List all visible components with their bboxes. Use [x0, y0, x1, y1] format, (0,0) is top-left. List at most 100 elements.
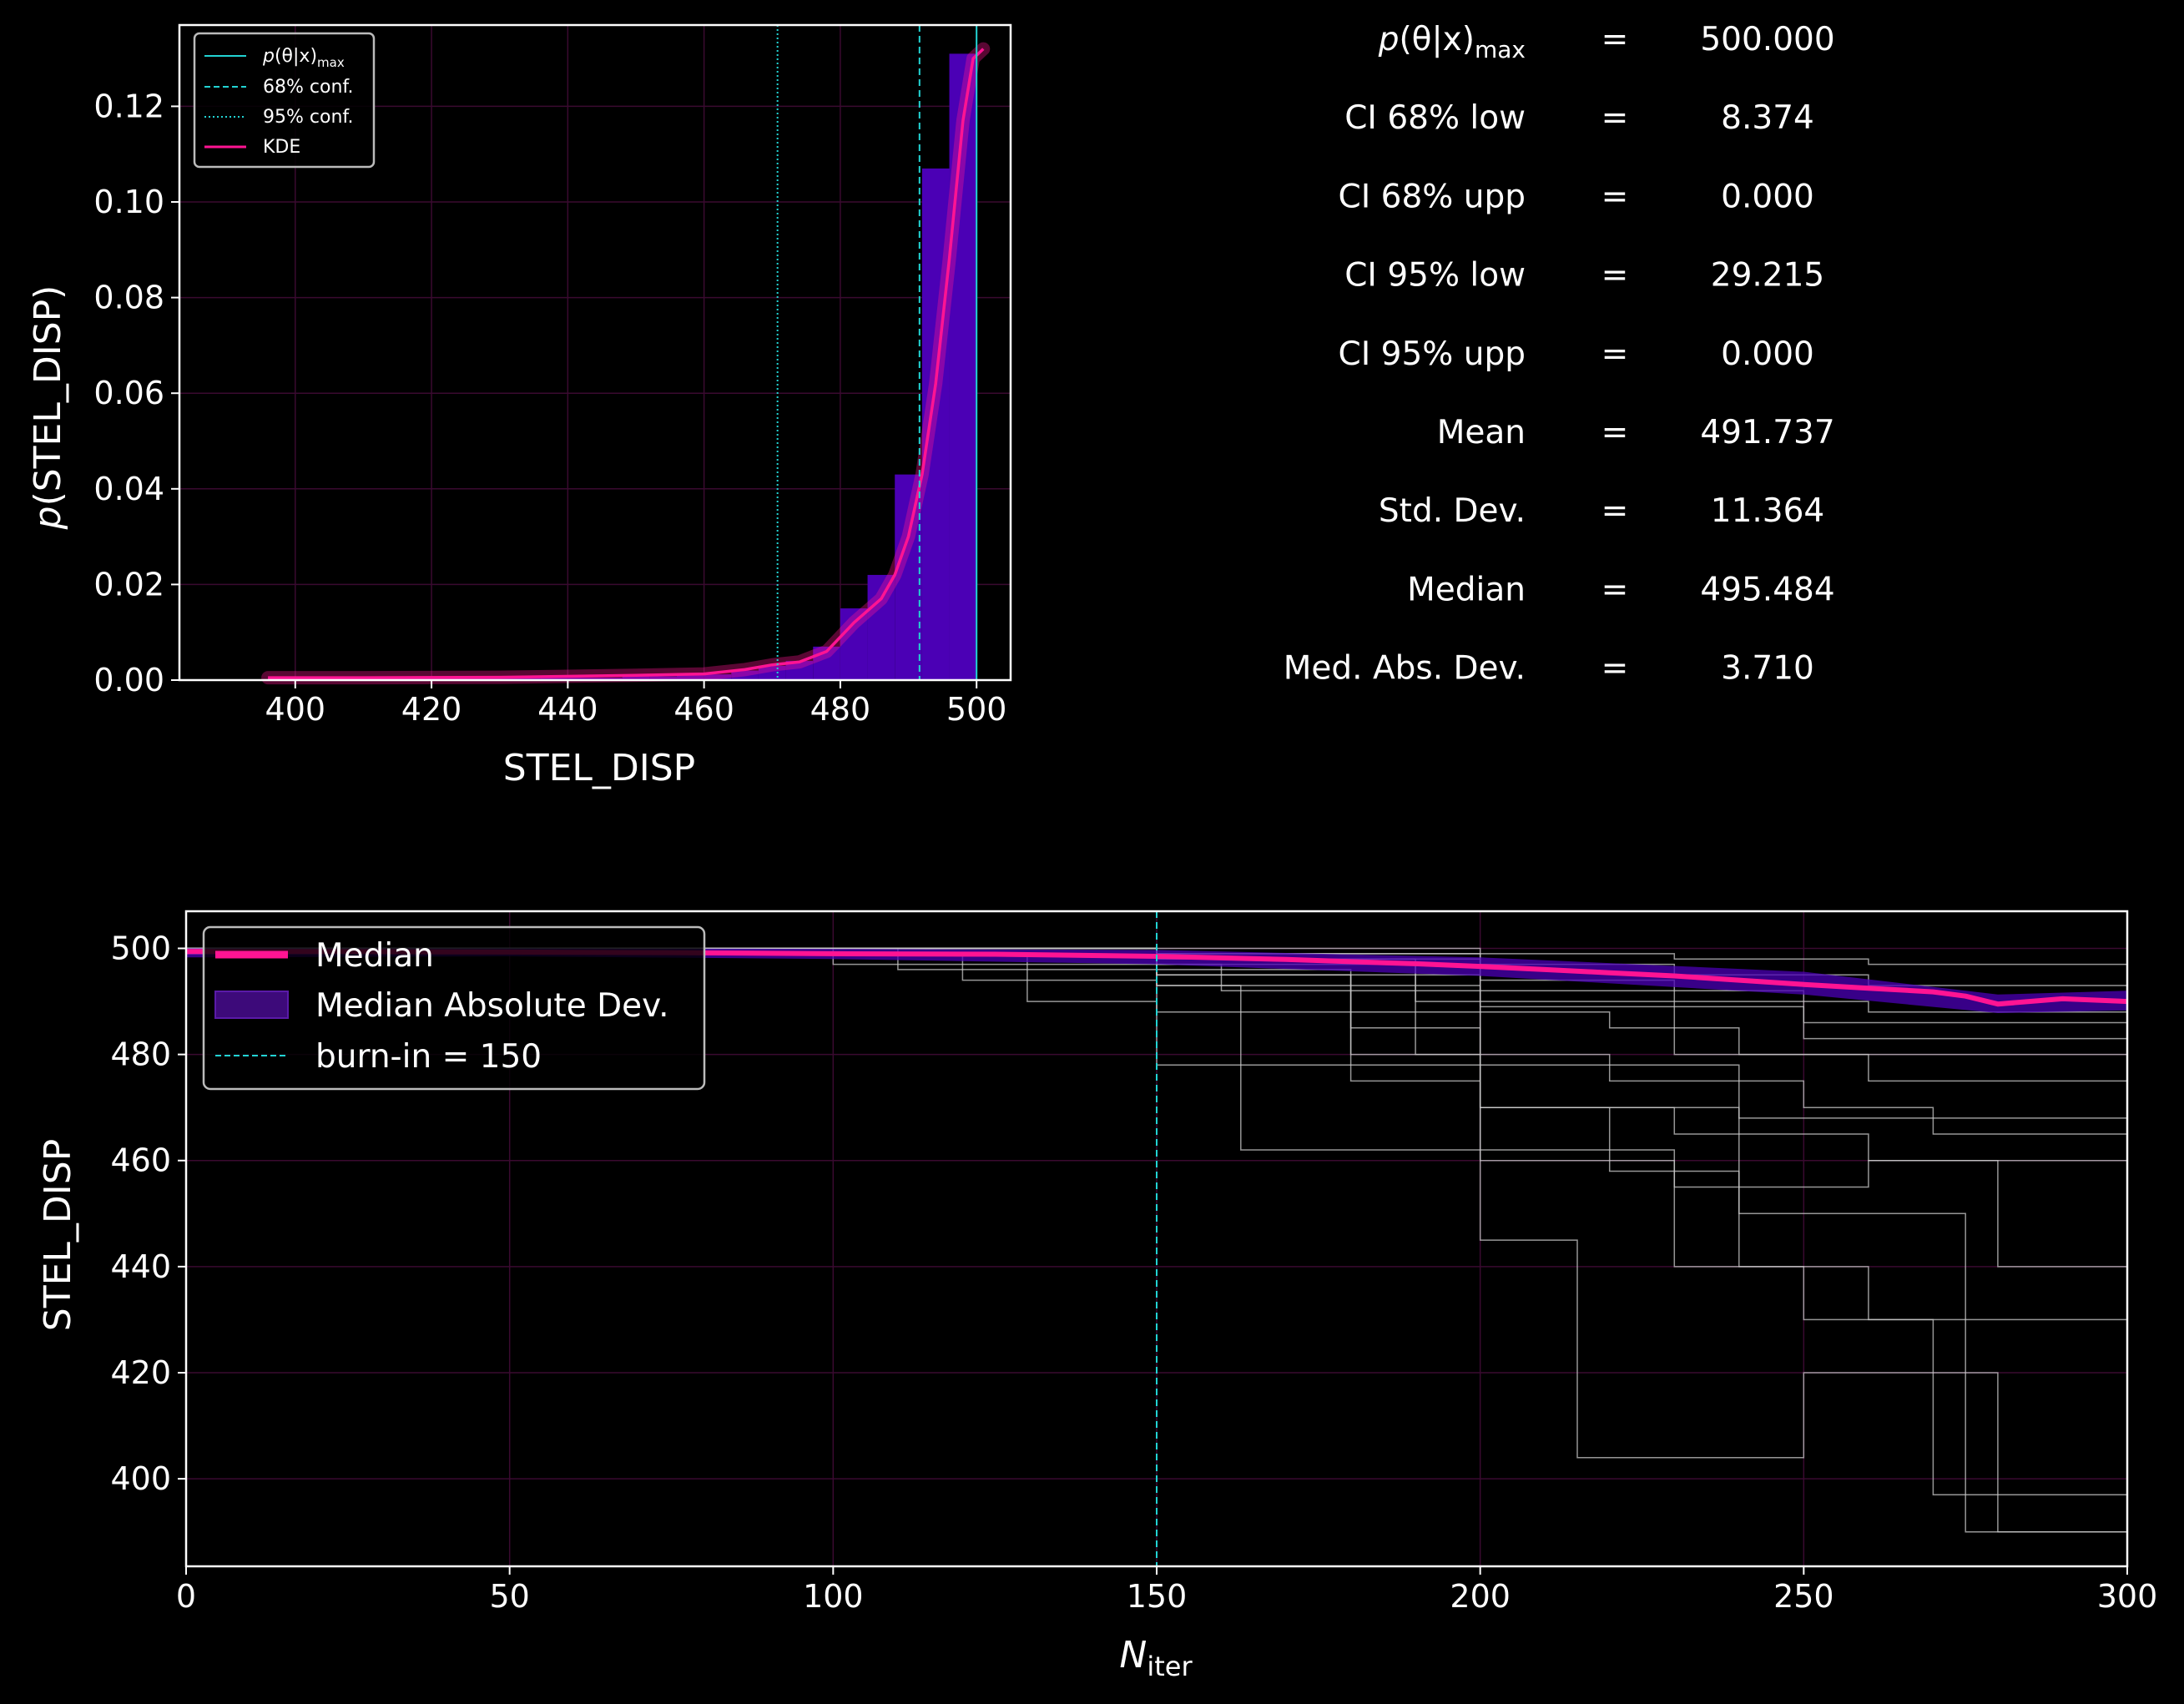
- histogram-bar: [840, 608, 868, 680]
- x-tick-label: 50: [489, 1578, 529, 1615]
- stat-equals: =: [1601, 21, 1629, 58]
- stat-equals: =: [1601, 571, 1629, 608]
- stat-value: 29.215: [1711, 257, 1824, 295]
- histogram-bar: [595, 678, 623, 680]
- trace-x-ticks: 0 50 100 150 200 250 300: [176, 1566, 2157, 1615]
- histogram-bar: [731, 670, 759, 680]
- x-tick-label: 150: [1127, 1578, 1188, 1615]
- y-label-italic: p: [27, 506, 69, 530]
- x-tick-label: 200: [1450, 1578, 1511, 1615]
- y-tick-label: 0.06: [93, 375, 164, 411]
- histogram-bar: [513, 678, 541, 680]
- x-tick-label: 420: [401, 691, 462, 728]
- x-tick-label: 300: [2097, 1578, 2158, 1615]
- x-tick-label: 500: [946, 691, 1007, 728]
- stat-equals: =: [1601, 414, 1629, 451]
- stat-equals: =: [1601, 335, 1629, 373]
- x-tick-label: 100: [803, 1578, 864, 1615]
- stat-label: CI 68% upp: [1339, 178, 1526, 215]
- histogram-frame: [178, 23, 1012, 682]
- stat-equals: =: [1601, 178, 1629, 215]
- histogram-bar: [486, 678, 514, 680]
- stat-equals: =: [1601, 650, 1629, 688]
- histogram-bar: [758, 665, 786, 680]
- histogram-bar: [921, 168, 950, 680]
- histogram-bar: [785, 661, 814, 680]
- histogram-bar: [567, 678, 595, 680]
- x-tick-label: 250: [1773, 1578, 1834, 1615]
- stat-equals: =: [1601, 257, 1629, 295]
- x-tick-label: 400: [265, 691, 326, 728]
- histogram-bar: [540, 678, 568, 680]
- histogram-bar: [431, 678, 459, 680]
- y-tick-label: 0.12: [93, 88, 164, 124]
- histogram-x-axis-label: STEL_DISP: [503, 747, 695, 789]
- y-label-rest: (STEL_DISP): [27, 285, 69, 507]
- histogram-bar: [676, 675, 704, 680]
- trace-legend: Median Median Absolute Dev. burn-in = 15…: [202, 925, 706, 1091]
- x-tick-label: 480: [810, 691, 871, 728]
- stat-value: 500.000: [1700, 21, 1834, 58]
- stat-value: 3.710: [1721, 650, 1814, 688]
- stat-label: Med. Abs. Dev.: [1284, 650, 1526, 688]
- y-tick-label: 440: [110, 1248, 171, 1285]
- stat-label: p(θ|x)max: [1378, 21, 1526, 63]
- histogram-panel: 400 420 440 460 480 500 0.000.020.040.060.080…: [27, 23, 1012, 789]
- walker-trace: [186, 947, 2128, 970]
- trace-y-axis-label: STEL_DISP: [37, 1139, 79, 1331]
- trace-y-ticks: 400 420 440 460 480 500: [110, 930, 186, 1497]
- histogram-y-ticks: 0.00 0.02 0.04 0.06 0.08 0.10 0.12: [93, 88, 179, 698]
- confidence-lines: [776, 25, 978, 680]
- walker-trace: [186, 947, 2128, 1092]
- stat-label: Mean: [1437, 414, 1526, 451]
- legend-label-median: Median: [315, 937, 434, 975]
- walker-trace: [186, 953, 2128, 1172]
- y-tick-label: 460: [110, 1142, 171, 1179]
- trace-x-axis-label: Niter: [1119, 1634, 1193, 1682]
- legend-label-kde: KDE: [263, 137, 300, 158]
- x-tick-label: 460: [673, 691, 734, 728]
- histogram-legend-box: [193, 32, 376, 169]
- histogram-legend: p(θ|x)max 68% conf. 95% conf. KDE: [193, 32, 376, 169]
- stat-value: 0.000: [1721, 178, 1814, 215]
- y-tick-label: 0.02: [93, 566, 164, 602]
- trace-panel: 0 50 100 150 200 250 300 400 420 440 460 480 500 Ni…: [37, 910, 2157, 1682]
- y-tick-label: 420: [110, 1354, 171, 1391]
- x-tick-label: 440: [537, 691, 598, 728]
- statistics-table: p(θ|x)max = 500.000 CI 68% low = 8.374 CI 68% …: [1284, 21, 1835, 688]
- stat-value: 491.737: [1700, 414, 1834, 451]
- histogram-y-axis-label: p(STEL_DISP): [27, 285, 69, 531]
- kde-line: [268, 48, 985, 679]
- stat-value: 495.484: [1700, 571, 1834, 608]
- stat-label: CI 95% upp: [1339, 335, 1526, 373]
- histogram-bar: [895, 474, 922, 680]
- stat-label: CI 95% low: [1344, 257, 1526, 295]
- y-tick-label: 0.00: [93, 662, 164, 698]
- histogram-bar: [649, 676, 677, 680]
- legend-label-burn-in: burn-in = 150: [315, 1038, 542, 1076]
- legend-label-mad: Median Absolute Dev.: [315, 987, 669, 1025]
- stat-value: 11.364: [1711, 492, 1824, 530]
- walker-trace: [186, 947, 2128, 1495]
- histogram-bar: [704, 674, 732, 680]
- y-tick-label: 0.10: [93, 184, 164, 220]
- histogram-bar: [622, 676, 650, 680]
- y-tick-label: 0.04: [93, 471, 164, 507]
- median-line: [186, 949, 2128, 1007]
- y-tick-label: 0.08: [93, 280, 164, 316]
- legend-swatch-mad: [214, 991, 289, 1019]
- stat-equals: =: [1601, 492, 1629, 530]
- histogram-bar: [867, 574, 895, 680]
- trace-legend-box: [202, 925, 706, 1091]
- x-tick-label: 0: [176, 1578, 196, 1615]
- kde-curve: [261, 42, 991, 685]
- stat-label: Std. Dev.: [1379, 492, 1526, 530]
- y-tick-label: 480: [110, 1036, 171, 1073]
- histogram-x-ticks: 400 420 440 460 480 500: [265, 680, 1007, 728]
- stat-label: Median: [1407, 571, 1526, 608]
- legend-label-conf95: 95% conf.: [263, 107, 354, 128]
- histogram-bar: [458, 678, 487, 680]
- y-tick-label: 400: [110, 1460, 171, 1497]
